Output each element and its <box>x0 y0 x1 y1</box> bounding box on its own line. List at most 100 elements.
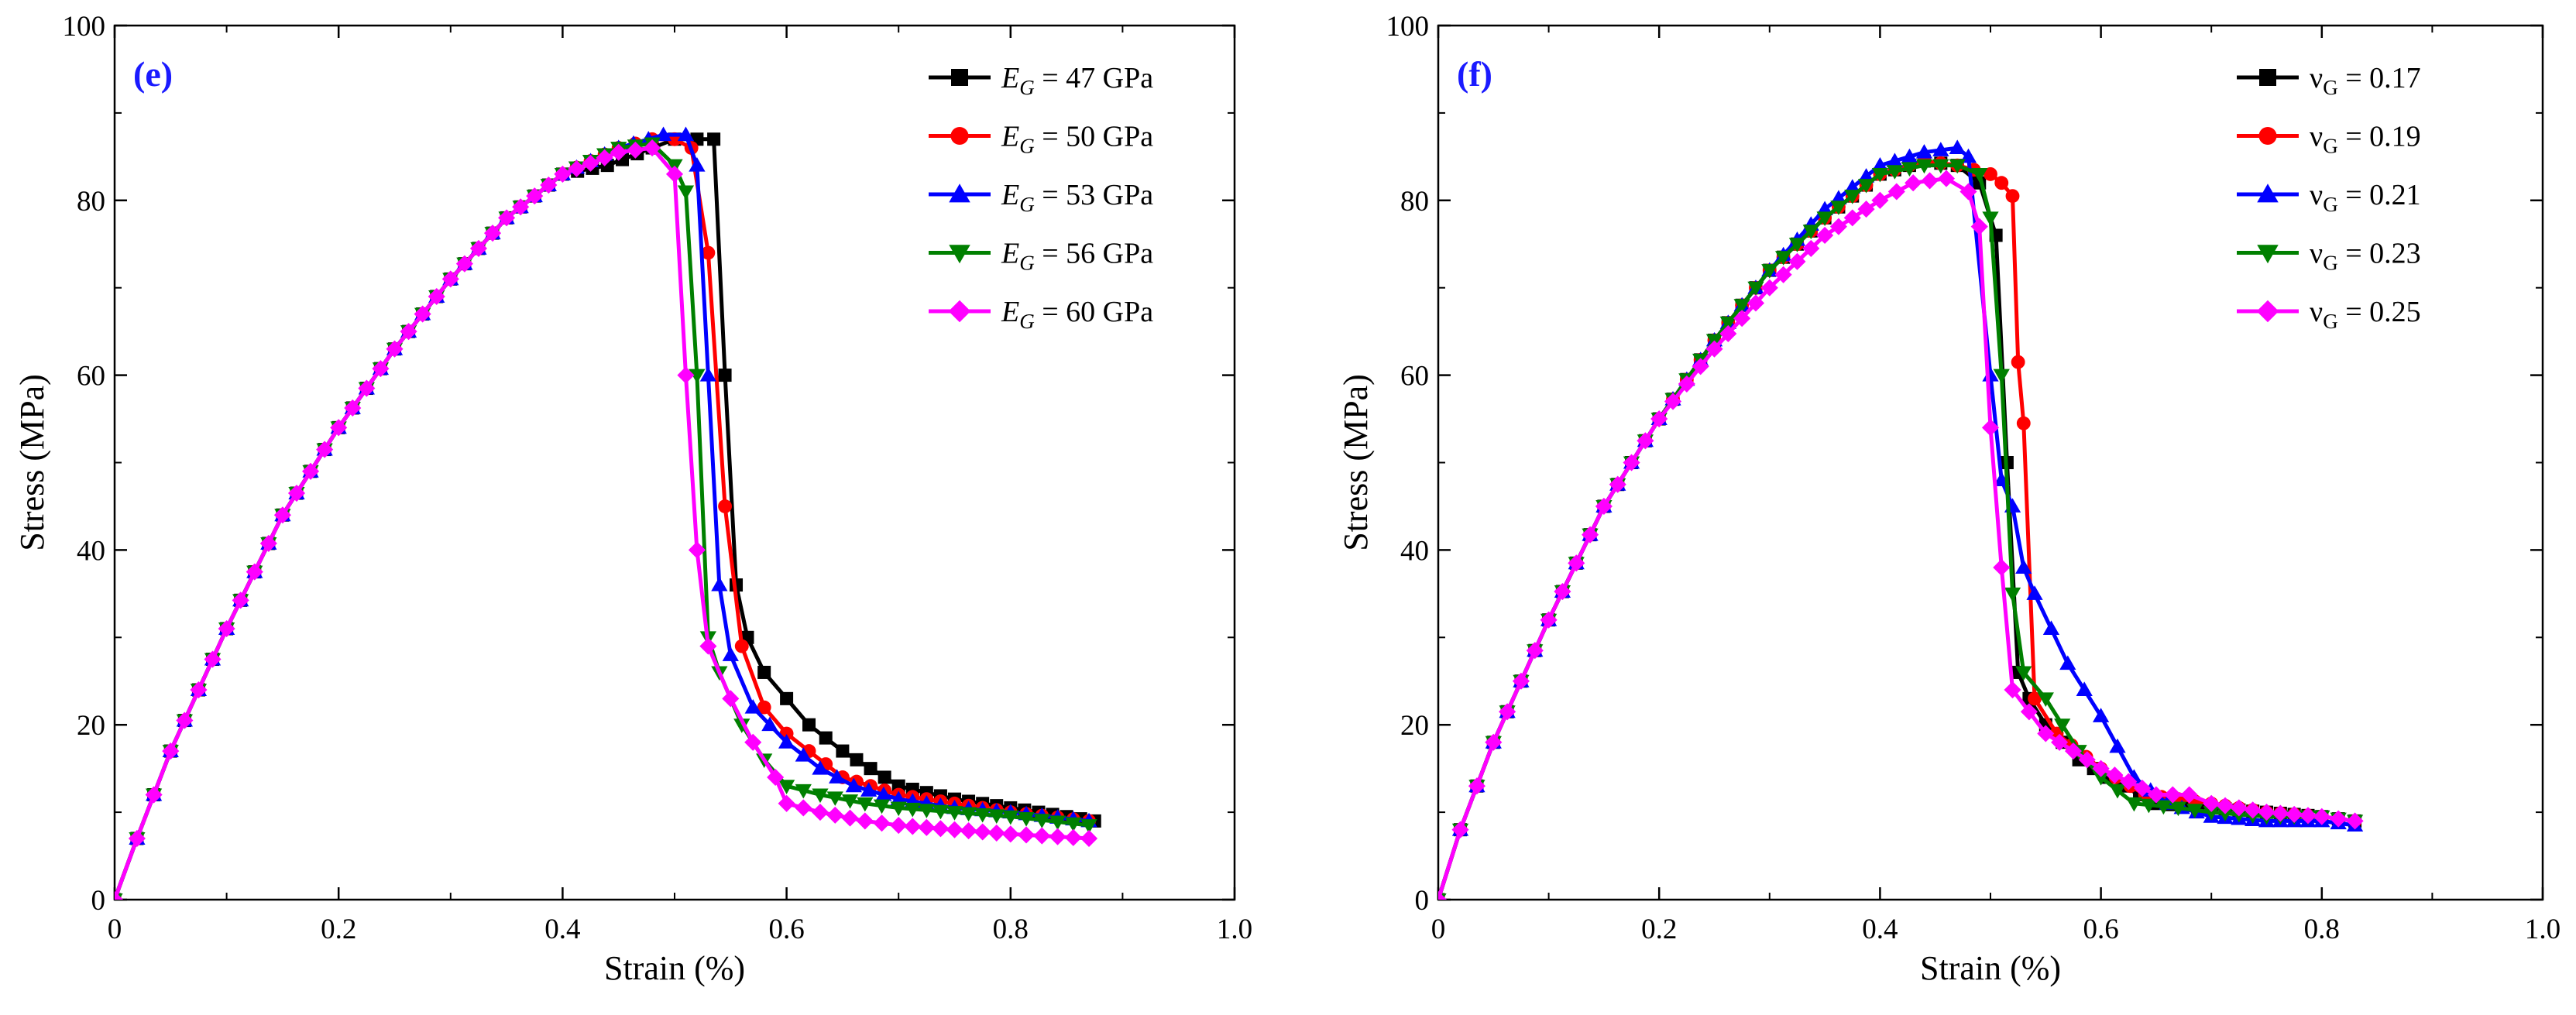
data-point <box>932 820 950 838</box>
legend-marker <box>949 183 970 203</box>
data-point <box>1002 810 1019 825</box>
data-point <box>2346 812 2364 830</box>
data-point <box>1970 218 1988 235</box>
data-point <box>1971 167 1988 183</box>
data-point <box>829 769 846 784</box>
legend-entry: EG = 53 GPa <box>1001 179 1153 216</box>
panel-label: (f) <box>1457 54 1492 94</box>
data-point <box>162 742 180 760</box>
data-point <box>596 149 613 166</box>
data-point <box>1775 251 1792 266</box>
series-2 <box>1438 154 2362 900</box>
data-point <box>526 187 544 205</box>
data-point <box>826 791 843 806</box>
data-point <box>802 718 816 732</box>
series-line <box>115 132 1090 900</box>
data-point <box>627 141 644 159</box>
data-point <box>860 782 878 797</box>
data-point <box>654 126 672 142</box>
data-point <box>455 255 473 273</box>
data-point <box>358 379 376 397</box>
x-tick-label: 0 <box>108 914 122 945</box>
data-point <box>2004 681 2021 699</box>
data-point <box>734 639 749 653</box>
y-tick-label: 60 <box>77 361 105 393</box>
data-point <box>1485 733 1503 751</box>
series-line <box>1438 159 2355 900</box>
data-point <box>1993 558 2011 577</box>
data-point <box>707 132 721 146</box>
legend-marker <box>2257 245 2279 264</box>
data-point <box>795 784 812 799</box>
series-line <box>115 141 1090 900</box>
data-point <box>2078 751 2096 769</box>
data-point <box>1788 238 1806 252</box>
legend-symbol: ν <box>2310 179 2323 211</box>
data-point <box>890 790 907 806</box>
data-point <box>1747 281 1764 297</box>
y-tick-label: 20 <box>1400 710 1429 742</box>
data-point <box>1887 183 1905 201</box>
data-point <box>2051 733 2069 751</box>
legend-marker <box>951 69 968 86</box>
series-5 <box>115 139 1098 900</box>
data-point <box>722 690 740 708</box>
data-point <box>2180 786 2198 804</box>
data-point <box>441 270 459 288</box>
data-point <box>689 369 706 384</box>
data-point <box>2016 416 2031 430</box>
data-point <box>2155 800 2172 815</box>
data-point <box>1857 168 1875 183</box>
data-point <box>316 441 334 458</box>
data-point <box>2028 691 2042 706</box>
data-point <box>932 804 950 820</box>
data-point <box>722 646 739 661</box>
x-tick-label: 0.6 <box>768 914 804 945</box>
data-point <box>273 506 291 524</box>
data-point <box>246 563 263 581</box>
data-point <box>1595 497 1613 515</box>
legend-marker <box>2259 69 2276 86</box>
x-tick-label: 1.0 <box>2525 914 2561 945</box>
legend-marker <box>2257 183 2279 203</box>
data-point <box>2011 355 2025 369</box>
data-point <box>2258 804 2275 821</box>
data-point <box>1637 432 1654 450</box>
data-point <box>1816 211 1833 227</box>
data-point <box>1540 611 1558 629</box>
data-point <box>1959 148 1977 163</box>
data-point <box>1582 526 1599 544</box>
series-line <box>115 146 1090 900</box>
data-point <box>1788 252 1806 270</box>
data-point <box>2092 770 2110 786</box>
series-4 <box>1438 159 2364 900</box>
data-point <box>2299 807 2317 825</box>
data-point <box>665 165 684 183</box>
legend-value: = 56 GPa <box>1035 238 1154 270</box>
legend-entry: EG = 47 GPa <box>1001 62 1153 99</box>
data-point <box>1609 475 1626 493</box>
data-point <box>1733 310 1751 327</box>
data-point <box>2109 738 2126 753</box>
data-point <box>1830 201 1847 215</box>
y-tick-label: 100 <box>63 11 106 43</box>
data-point <box>845 777 862 793</box>
legend-symbol: E <box>1001 238 1019 270</box>
y-axis-label: Stress (MPa) <box>1337 374 1375 551</box>
legend-subscript: G <box>1019 193 1035 216</box>
data-point <box>1932 159 1949 174</box>
legend-symbol: ν <box>2310 296 2323 328</box>
data-point <box>812 760 829 775</box>
data-point <box>483 225 502 242</box>
data-point <box>2005 189 2020 204</box>
data-point <box>1033 814 1050 828</box>
data-point <box>1816 226 1834 245</box>
data-point <box>259 534 277 552</box>
data-point <box>1982 211 1999 227</box>
data-point <box>890 816 908 835</box>
legend-entry: νG = 0.21 <box>2310 179 2421 216</box>
data-point <box>2147 786 2165 804</box>
data-point <box>582 154 599 172</box>
data-point <box>2037 725 2055 742</box>
